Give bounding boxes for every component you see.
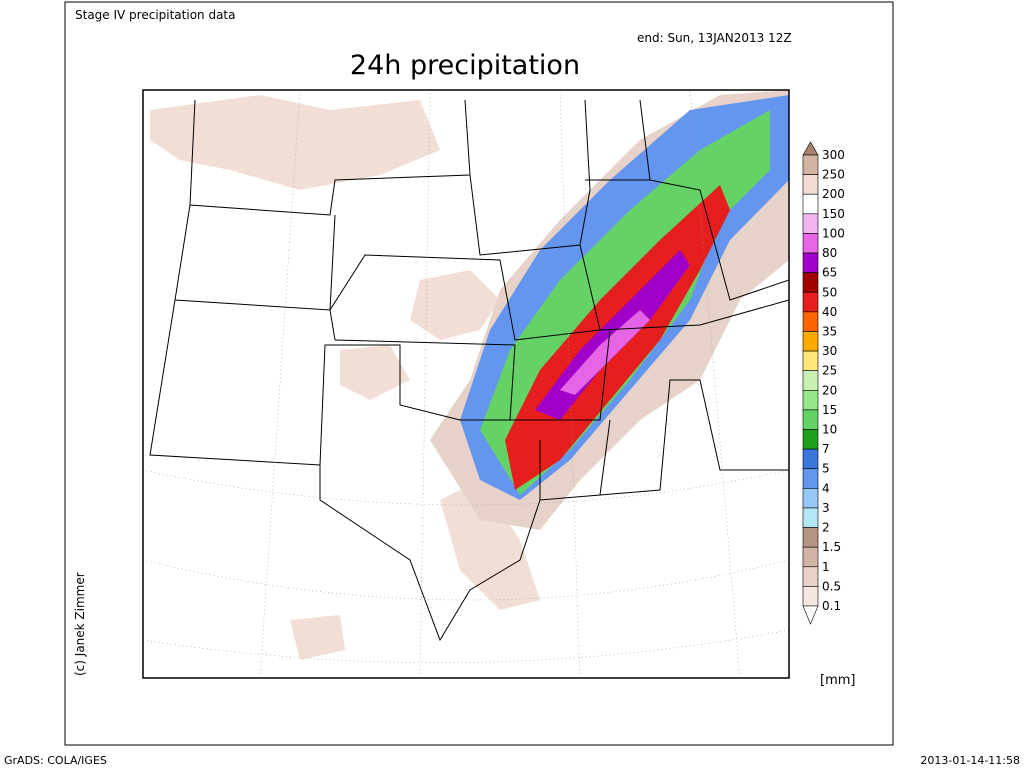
credit: (c) Janek Zimmer xyxy=(73,572,87,676)
legend-swatch xyxy=(802,527,819,548)
legend-label: 1.5 xyxy=(822,540,841,554)
legend-swatch xyxy=(802,350,819,371)
precip-light xyxy=(150,95,540,660)
legend-label: 7 xyxy=(822,442,830,456)
legend-swatch xyxy=(802,331,819,352)
legend-swatch xyxy=(802,272,819,293)
legend-swatch xyxy=(802,370,819,391)
graticule xyxy=(143,90,789,678)
legend-label: 80 xyxy=(822,246,837,260)
legend-label: 10 xyxy=(822,423,837,437)
plot-border xyxy=(142,89,790,679)
legend-bottom-triangle xyxy=(802,605,819,625)
legend-unit: [mm] xyxy=(820,673,855,688)
legend-swatch xyxy=(802,252,819,273)
footer-left: GrADS: COLA/IGES xyxy=(4,754,107,767)
legend-label: 2 xyxy=(822,521,830,535)
legend-label: 150 xyxy=(822,207,845,221)
map-area xyxy=(143,90,789,678)
legend-label: 300 xyxy=(822,148,845,162)
legend-label: 65 xyxy=(822,266,837,280)
map-title: 24h precipitation xyxy=(350,50,580,81)
legend-swatch xyxy=(802,507,819,528)
legend-swatch xyxy=(802,409,819,430)
footer-right: 2013-01-14-11:58 xyxy=(920,754,1020,767)
legend-swatch xyxy=(802,174,819,195)
legend-label: 50 xyxy=(822,285,837,299)
legend-swatch xyxy=(802,291,819,313)
precip-band-core xyxy=(560,310,650,395)
color-legend: 300 250 200 150 100 80 65 50 40 35 30 25 20 15 10 7 5 4 3 2… xyxy=(802,141,845,625)
source-label: Stage IV precipitation data xyxy=(75,8,236,22)
legend-swatch xyxy=(802,468,819,489)
legend-swatch xyxy=(802,154,819,175)
legend-label: 3 xyxy=(822,501,830,515)
legend-label: 0.1 xyxy=(822,599,841,613)
legend-swatch xyxy=(802,213,819,234)
legend-label: 35 xyxy=(822,324,837,338)
legend-swatch xyxy=(802,566,819,587)
borders xyxy=(149,99,789,642)
legend-swatch xyxy=(802,488,819,509)
legend-swatch xyxy=(802,311,819,332)
legend-swatch xyxy=(802,233,819,254)
legend-label: 0.5 xyxy=(822,579,841,593)
legend-label: 100 xyxy=(822,226,845,240)
legend-swatch xyxy=(802,193,819,215)
legend-label: 4 xyxy=(822,481,830,495)
legend-swatch xyxy=(802,429,819,450)
legend-label: 20 xyxy=(822,383,837,397)
legend-label: 200 xyxy=(822,187,845,201)
legend-swatch xyxy=(802,586,819,607)
valid-time: end: Sun, 13JAN2013 12Z xyxy=(637,31,792,45)
legend-label: 25 xyxy=(822,364,837,378)
legend-swatch xyxy=(802,390,819,411)
legend-label: 1 xyxy=(822,560,830,574)
legend-swatch xyxy=(802,448,819,470)
legend-label: 250 xyxy=(822,168,845,182)
legend-label: 15 xyxy=(822,403,837,417)
legend-swatch xyxy=(802,546,819,568)
legend-label: 5 xyxy=(822,462,830,476)
legend-label: 40 xyxy=(822,305,837,319)
legend-label: 30 xyxy=(822,344,837,358)
